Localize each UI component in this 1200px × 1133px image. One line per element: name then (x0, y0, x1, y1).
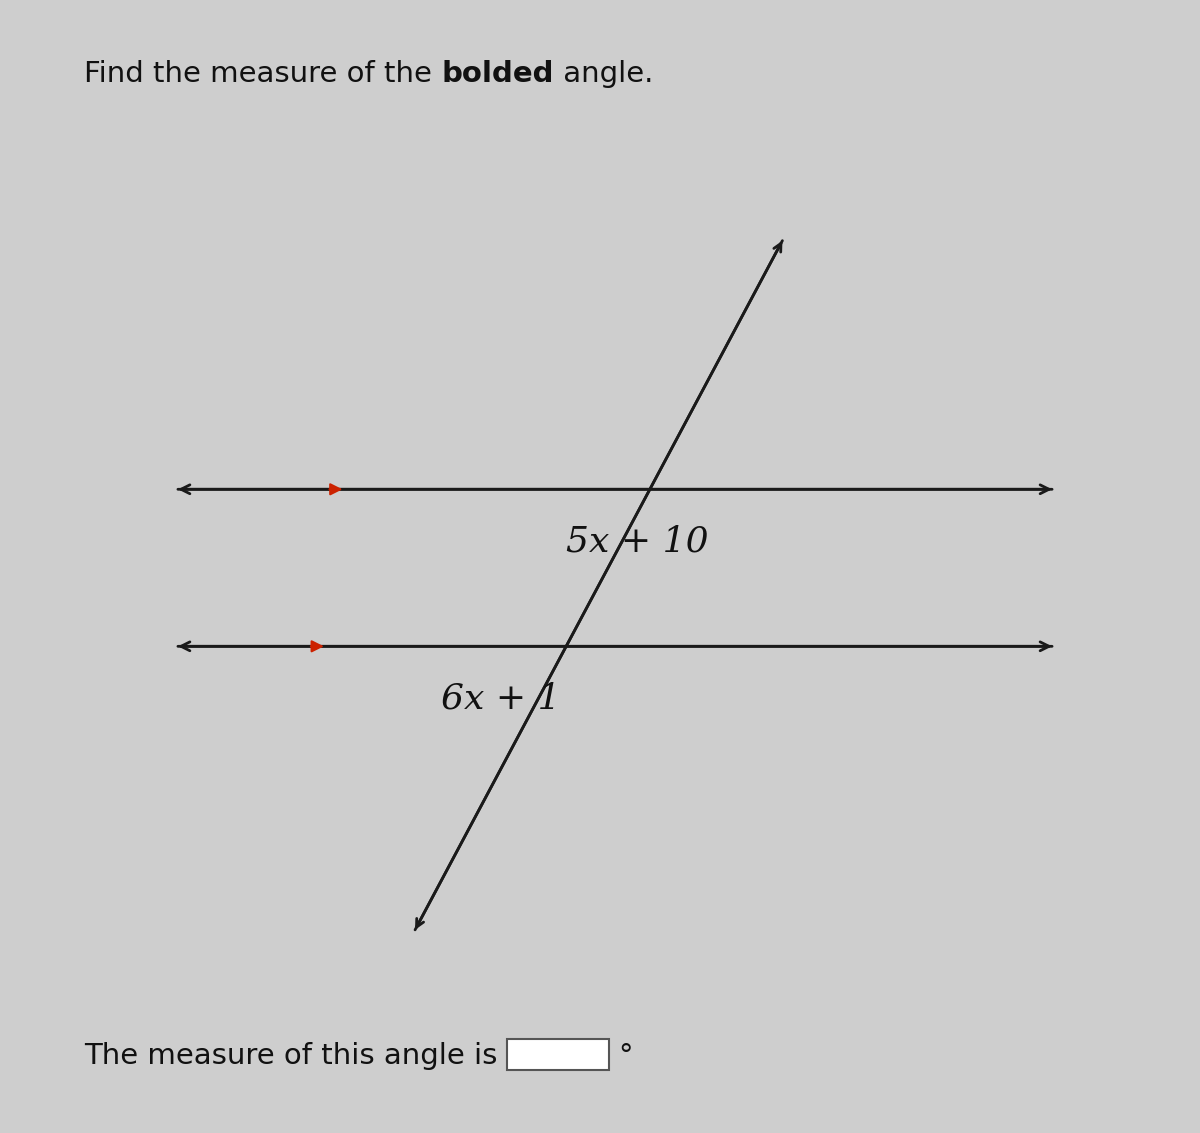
Text: 6x + 1: 6x + 1 (440, 681, 560, 715)
Text: Find the measure of the: Find the measure of the (84, 60, 442, 87)
Text: angle.: angle. (553, 60, 653, 87)
Text: °: ° (618, 1042, 632, 1070)
Text: 5x + 10: 5x + 10 (566, 525, 709, 559)
Text: bolded: bolded (442, 60, 553, 87)
Text: The measure of this angle is: The measure of this angle is (84, 1042, 506, 1070)
